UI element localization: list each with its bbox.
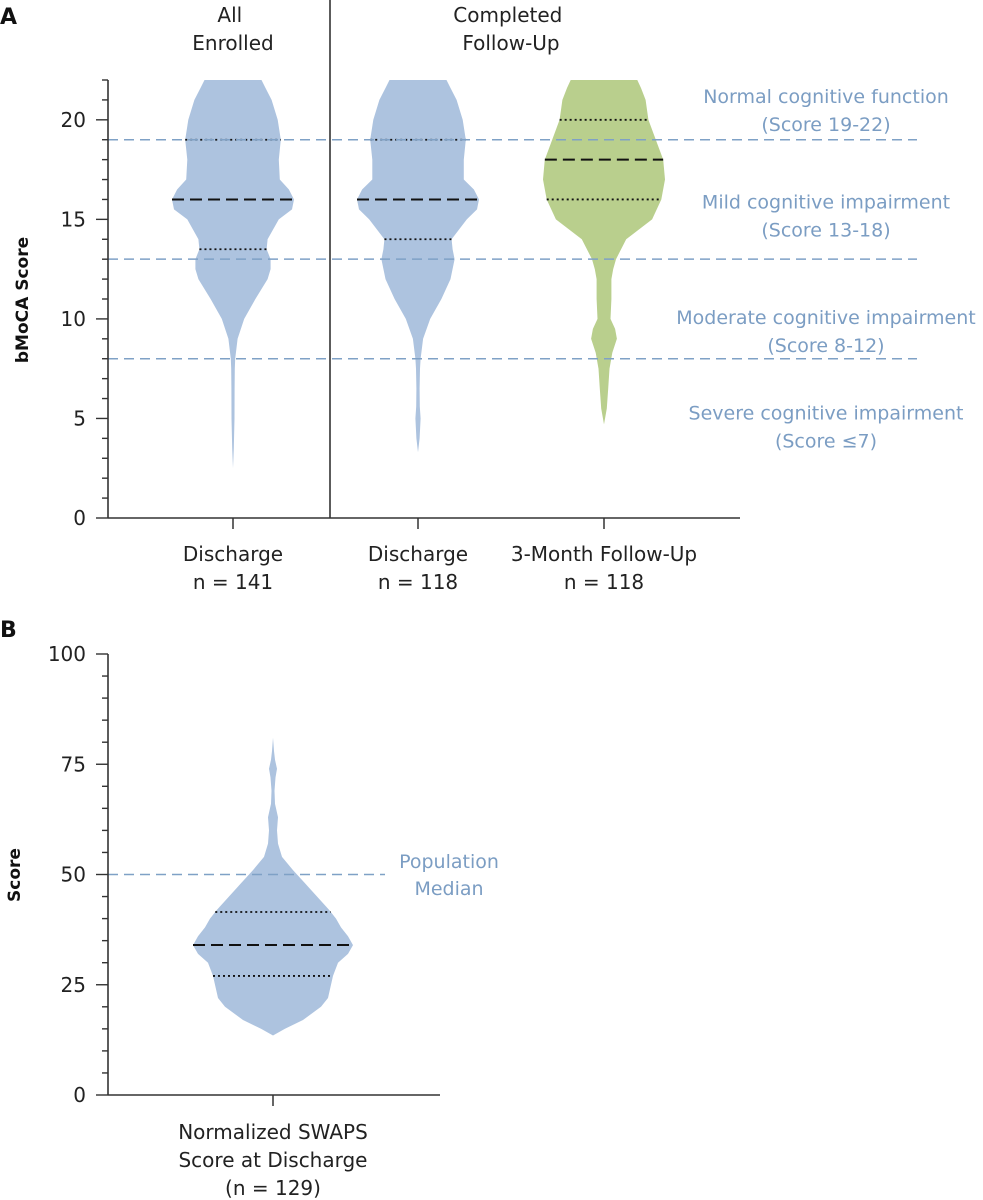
panel-b-y-axis-title: Score [5,848,25,902]
reference-label-3: Moderate cognitive impairment (Score 8-12… [676,307,976,357]
reference-label-2: Mild cognitive impairment (Score 13-18) [702,191,950,241]
y-tick-label: 5 [73,406,86,430]
panel-a: A Normal cognitive function (Score 19-22)… [0,0,976,594]
category-label-2: Discharge n = 118 [368,542,468,594]
reference-label-1: Normal cognitive function (Score 19-22) [703,86,949,136]
group-header-completed-follow-up: Completed Follow-Up [453,3,568,55]
y-tick-label: 0 [73,1083,86,1107]
y-tick-label: 100 [48,642,86,666]
panel-a-y-ticks: 0 5 10 15 20 [61,79,108,530]
panel-b-y-ticks: 0 25 50 75 100 [48,642,108,1107]
violin-2 [357,80,479,453]
category-label-1: Normalized SWAPS Score at Discharge (n = 1… [178,1120,368,1200]
violin-1 [193,737,353,1036]
panel-a-violins [172,80,665,529]
panel-b-reference-lines: Population Median [108,851,499,900]
panel-b-letter: B [0,618,17,643]
y-tick-label: 10 [61,307,86,331]
panel-b-violins [193,737,353,1106]
violin-1 [172,80,294,469]
panel-a-letter: A [0,5,17,30]
panel-a-y-axis-title: bMoCA Score [13,237,33,363]
y-tick-label: 75 [61,752,86,776]
reference-label-1: Population Median [399,851,499,900]
violin-3 [543,80,665,425]
y-tick-label: 25 [61,973,86,997]
y-tick-label: 20 [61,108,86,132]
category-label-1: Discharge n = 141 [183,542,283,594]
reference-label-4: Severe cognitive impairment (Score ≤7) [689,402,964,452]
panel-b-category-labels: Normalized SWAPS Score at Discharge (n = 1… [178,1120,368,1200]
panel-a-reference-lines: Normal cognitive function (Score 19-22) Mi… [108,86,976,452]
y-tick-label: 0 [73,506,86,530]
panel-a-category-labels: Discharge n = 141 Discharge n = 118 3-Month … [183,542,697,594]
category-label-3: 3-Month Follow-Up n = 118 [511,542,697,594]
y-tick-label: 15 [61,207,86,231]
panel-b: B Population Median 0 25 50 75 100 Score Norm… [0,618,499,1200]
group-header-all-enrolled: All Enrolled [192,3,273,55]
y-tick-label: 50 [61,863,86,887]
